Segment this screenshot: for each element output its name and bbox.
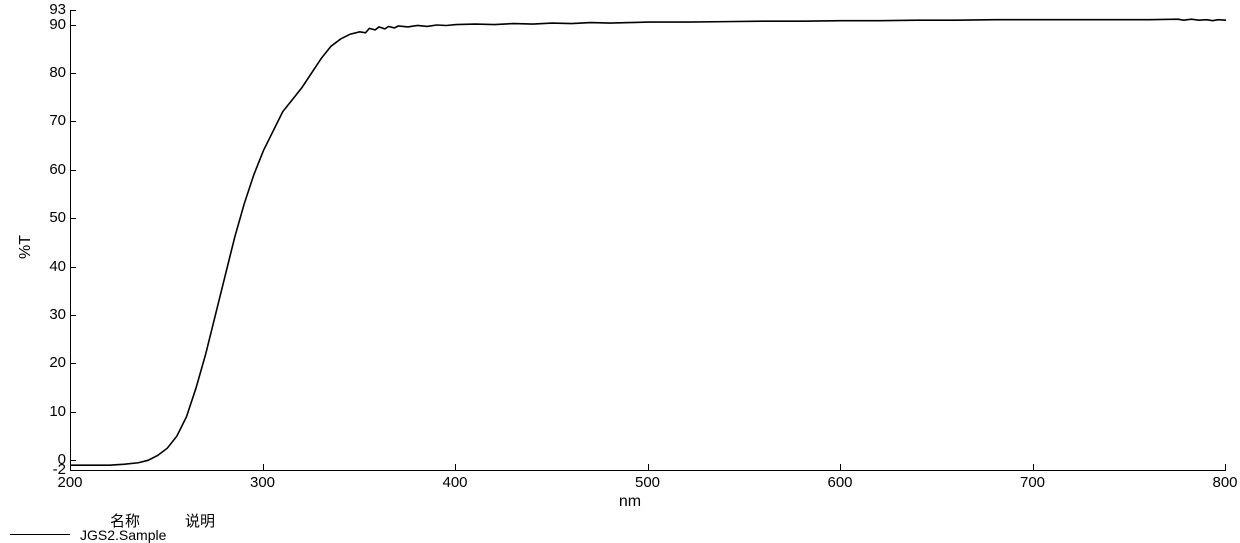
- x-tick-label: 400: [435, 474, 475, 491]
- y-tick-mark: [70, 218, 76, 219]
- y-tick-mark: [70, 460, 76, 461]
- y-tick-mark: [70, 170, 76, 171]
- plot-area: [70, 10, 1226, 471]
- legend-sample-line: [10, 534, 70, 535]
- x-tick-mark: [1033, 464, 1034, 470]
- y-tick-label: 50: [36, 209, 66, 226]
- legend-sample-label: JGS2.Sample: [80, 527, 166, 543]
- y-tick-mark: [70, 363, 76, 364]
- y-tick-mark: [70, 267, 76, 268]
- x-tick-label: 700: [1013, 474, 1053, 491]
- x-tick-label: 300: [243, 474, 283, 491]
- y-tick-label: 70: [36, 112, 66, 129]
- y-tick-mark: [70, 10, 76, 11]
- y-tick-mark: [70, 315, 76, 316]
- y-tick-mark: [70, 25, 76, 26]
- x-tick-label: 200: [50, 474, 90, 491]
- y-tick-label: 80: [36, 64, 66, 81]
- x-tick-mark: [455, 464, 456, 470]
- x-tick-label: 600: [820, 474, 860, 491]
- y-tick-label: 10: [36, 403, 66, 420]
- y-tick-label: 40: [36, 258, 66, 275]
- x-tick-label: 500: [628, 474, 668, 491]
- x-tick-label: 800: [1205, 474, 1240, 491]
- y-tick-label: 30: [36, 306, 66, 323]
- y-tick-mark: [70, 470, 76, 471]
- y-tick-label: 0: [36, 451, 66, 468]
- y-tick-mark: [70, 412, 76, 413]
- y-tick-label: 60: [36, 161, 66, 178]
- y-tick-mark: [70, 121, 76, 122]
- y-tick-mark: [70, 73, 76, 74]
- y-tick-label: 90: [36, 16, 66, 33]
- x-tick-mark: [263, 464, 264, 470]
- x-tick-mark: [648, 464, 649, 470]
- series-line: [71, 19, 1226, 465]
- x-axis-label: nm: [600, 493, 660, 511]
- x-tick-mark: [840, 464, 841, 470]
- transmittance-chart: %T nm -2010203040506070809093 2003004005…: [0, 0, 1240, 543]
- x-tick-mark: [1225, 464, 1226, 470]
- legend-header-desc: 说明: [185, 510, 215, 531]
- curve-svg: [71, 10, 1226, 470]
- x-tick-mark: [70, 464, 71, 470]
- y-tick-label: 93: [36, 1, 66, 18]
- y-axis-label: %T: [17, 219, 35, 259]
- y-tick-label: 20: [36, 354, 66, 371]
